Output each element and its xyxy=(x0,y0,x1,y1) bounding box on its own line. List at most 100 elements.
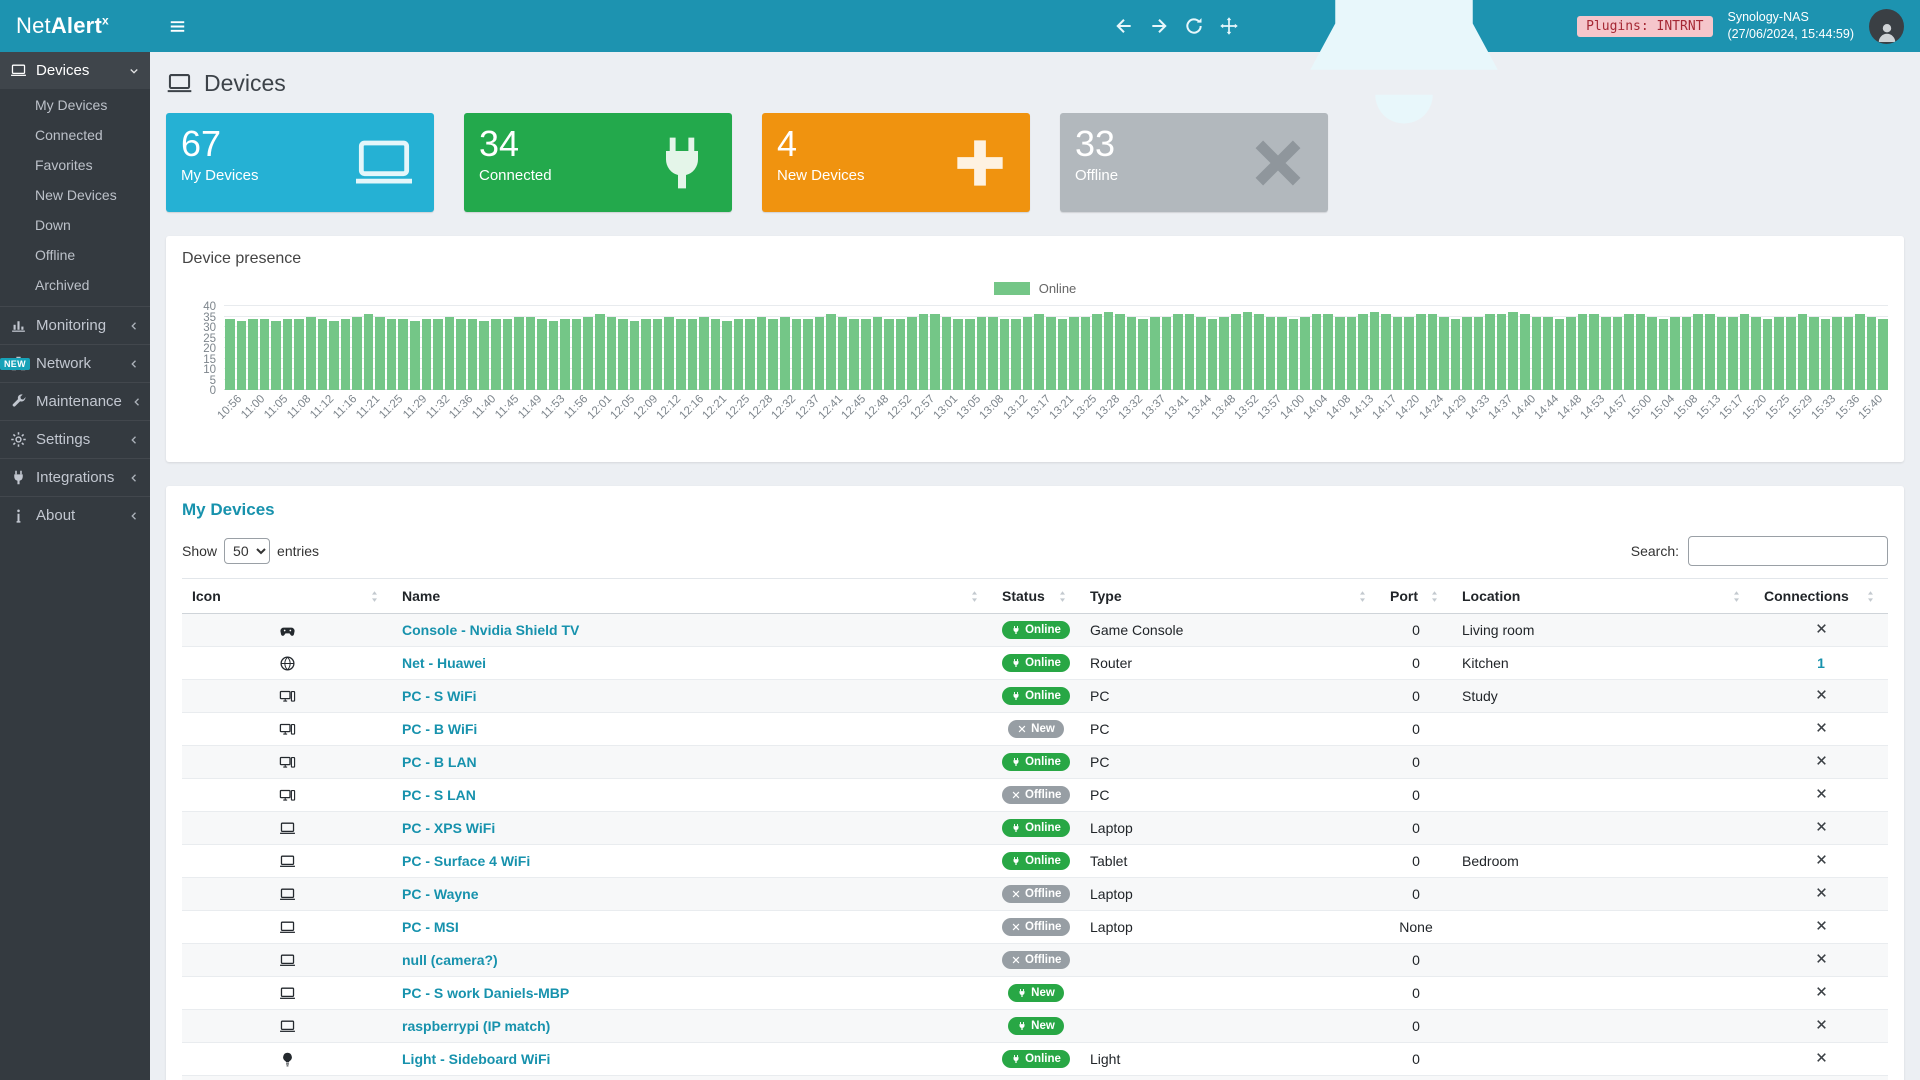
chart-bar xyxy=(849,318,859,390)
delete-device-icon[interactable] xyxy=(1815,688,1828,701)
delete-device-icon[interactable] xyxy=(1815,1051,1828,1064)
chart-bar xyxy=(1624,314,1634,390)
device-location xyxy=(1452,943,1754,977)
delete-device-icon[interactable] xyxy=(1815,919,1828,932)
chart-bar xyxy=(1832,316,1842,390)
device-port: 0 xyxy=(1380,646,1452,680)
sidebar-item-archived[interactable]: Archived xyxy=(35,277,90,293)
sidebar-item-integrations[interactable]: Integrations xyxy=(0,458,150,496)
device-location: Study xyxy=(1452,679,1754,713)
device-name-link[interactable]: PC - S WiFi xyxy=(402,688,477,704)
sidebar-item-devices[interactable]: Devices xyxy=(0,52,150,89)
sidebar-item-monitoring[interactable]: Monitoring xyxy=(0,306,150,344)
sidebar-item-network[interactable]: NEW Network xyxy=(0,344,150,382)
chart-bar xyxy=(1855,314,1865,390)
column-header-name[interactable]: Name xyxy=(392,578,992,614)
connections-link[interactable]: 1 xyxy=(1817,655,1825,671)
delete-device-icon[interactable] xyxy=(1815,721,1828,734)
sidebar-item-new-devices[interactable]: New Devices xyxy=(35,187,117,203)
device-name-link[interactable]: PC - Wayne xyxy=(402,886,479,902)
sidebar-item-down[interactable]: Down xyxy=(35,217,71,233)
column-header-type[interactable]: Type xyxy=(1080,578,1380,614)
chart-bar xyxy=(860,318,871,390)
user-avatar[interactable] xyxy=(1869,8,1904,44)
refresh-icon[interactable] xyxy=(1184,16,1204,36)
device-name-link[interactable]: PC - B LAN xyxy=(402,754,477,770)
column-header-connections[interactable]: Connections xyxy=(1754,578,1888,614)
search-input[interactable] xyxy=(1688,536,1888,566)
status-badge: Offline xyxy=(1002,950,1071,970)
device-name-link[interactable]: Light - Sideboard WiFi xyxy=(402,1051,551,1067)
sidebar-item-settings[interactable]: Settings xyxy=(0,420,150,458)
device-name-link[interactable]: PC - MSI xyxy=(402,919,459,935)
delete-device-icon[interactable] xyxy=(1815,820,1828,833)
delete-device-icon[interactable] xyxy=(1815,754,1828,767)
column-header-icon[interactable]: Icon xyxy=(182,578,392,614)
chart-bar xyxy=(664,316,674,390)
plugins-status-badge: Plugins: INTRNT xyxy=(1577,15,1713,37)
x-axis-label: 13:05 xyxy=(954,393,984,422)
device-location: Kitchen xyxy=(1452,646,1754,680)
notifications-button[interactable]: 15 xyxy=(1254,0,1554,176)
column-header-status[interactable]: Status xyxy=(992,578,1080,614)
chart-bar xyxy=(1173,314,1183,390)
device-name-link[interactable]: PC - XPS WiFi xyxy=(402,820,496,836)
y-axis-label: 35 xyxy=(203,311,216,324)
sidebar-item-favorites[interactable]: Favorites xyxy=(35,157,93,173)
sort-icon xyxy=(1355,589,1370,604)
stat-card-offline[interactable]: 33 Offline xyxy=(1060,113,1328,212)
device-name-link[interactable]: PC - S LAN xyxy=(402,787,476,803)
chart-bar xyxy=(1288,318,1299,390)
device-name-link[interactable]: raspberrypi (IP match) xyxy=(402,1018,551,1034)
x-axis-label: 13:32 xyxy=(1116,393,1146,422)
sidebar-toggle-button[interactable] xyxy=(150,0,204,52)
delete-device-icon[interactable] xyxy=(1815,622,1828,635)
legend-label: Online xyxy=(1038,281,1077,296)
person-icon xyxy=(1875,20,1899,44)
host-name: Synology-NAS xyxy=(1727,9,1809,24)
device-type: Router xyxy=(1080,646,1380,680)
delete-device-icon[interactable] xyxy=(1815,1018,1828,1031)
device-name-link[interactable]: PC - S work Daniels-MBP xyxy=(402,985,570,1001)
stat-card-connected[interactable]: 34 Connected xyxy=(464,113,732,212)
sidebar-item-offline[interactable]: Offline xyxy=(35,247,76,263)
chart-bar xyxy=(710,318,721,390)
device-name-link[interactable]: null (camera?) xyxy=(402,952,498,968)
sidebar-item-connected[interactable]: Connected xyxy=(35,127,103,143)
chart-bar xyxy=(225,318,235,390)
sidebar-item-about[interactable]: About xyxy=(0,496,150,534)
delete-device-icon[interactable] xyxy=(1815,853,1828,866)
x-axis-label: 12:45 xyxy=(839,393,869,422)
stat-card-new-devices[interactable]: 4 New Devices xyxy=(762,113,1030,212)
column-header-location[interactable]: Location xyxy=(1452,578,1754,614)
move-arrows-icon[interactable] xyxy=(1219,16,1239,36)
stat-card-my-devices[interactable]: 67 My Devices xyxy=(166,113,434,212)
delete-device-icon[interactable] xyxy=(1815,886,1828,899)
delete-device-icon[interactable] xyxy=(1815,985,1828,998)
device-name-link[interactable]: PC - B WiFi xyxy=(402,721,478,737)
chart-bar xyxy=(1762,318,1773,390)
chart-legend[interactable]: Online xyxy=(182,281,1888,296)
device-name-link[interactable]: Console - Nvidia Shield TV xyxy=(402,622,580,638)
chart-bar xyxy=(1358,314,1368,390)
status-badge: New xyxy=(1008,719,1064,739)
app-logo[interactable]: NetAlertx xyxy=(16,13,109,38)
sidebar-item-my-devices[interactable]: My Devices xyxy=(35,97,108,113)
device-name-link[interactable]: PC - Surface 4 WiFi xyxy=(402,853,531,869)
sidebar-item-maintenance[interactable]: Maintenance xyxy=(0,382,150,420)
delete-device-icon[interactable] xyxy=(1815,787,1828,800)
forward-arrow-icon[interactable] xyxy=(1149,16,1169,36)
chart-bar xyxy=(490,318,501,390)
delete-device-icon[interactable] xyxy=(1815,952,1828,965)
chart-bar xyxy=(1034,314,1044,390)
chart-bar xyxy=(1230,314,1241,390)
x-axis-label: 12:28 xyxy=(746,393,776,422)
back-arrow-icon[interactable] xyxy=(1114,16,1134,36)
column-header-port[interactable]: Port xyxy=(1380,578,1452,614)
device-name-link[interactable]: Net - Huawei xyxy=(402,655,487,671)
y-axis-label: 30 xyxy=(203,322,216,334)
table-row: PC - B LAN Online PC 0 xyxy=(182,745,1888,779)
entries-select[interactable]: 50 xyxy=(224,538,271,564)
x-icon xyxy=(1011,955,1021,965)
device-port: 0 xyxy=(1380,679,1452,713)
